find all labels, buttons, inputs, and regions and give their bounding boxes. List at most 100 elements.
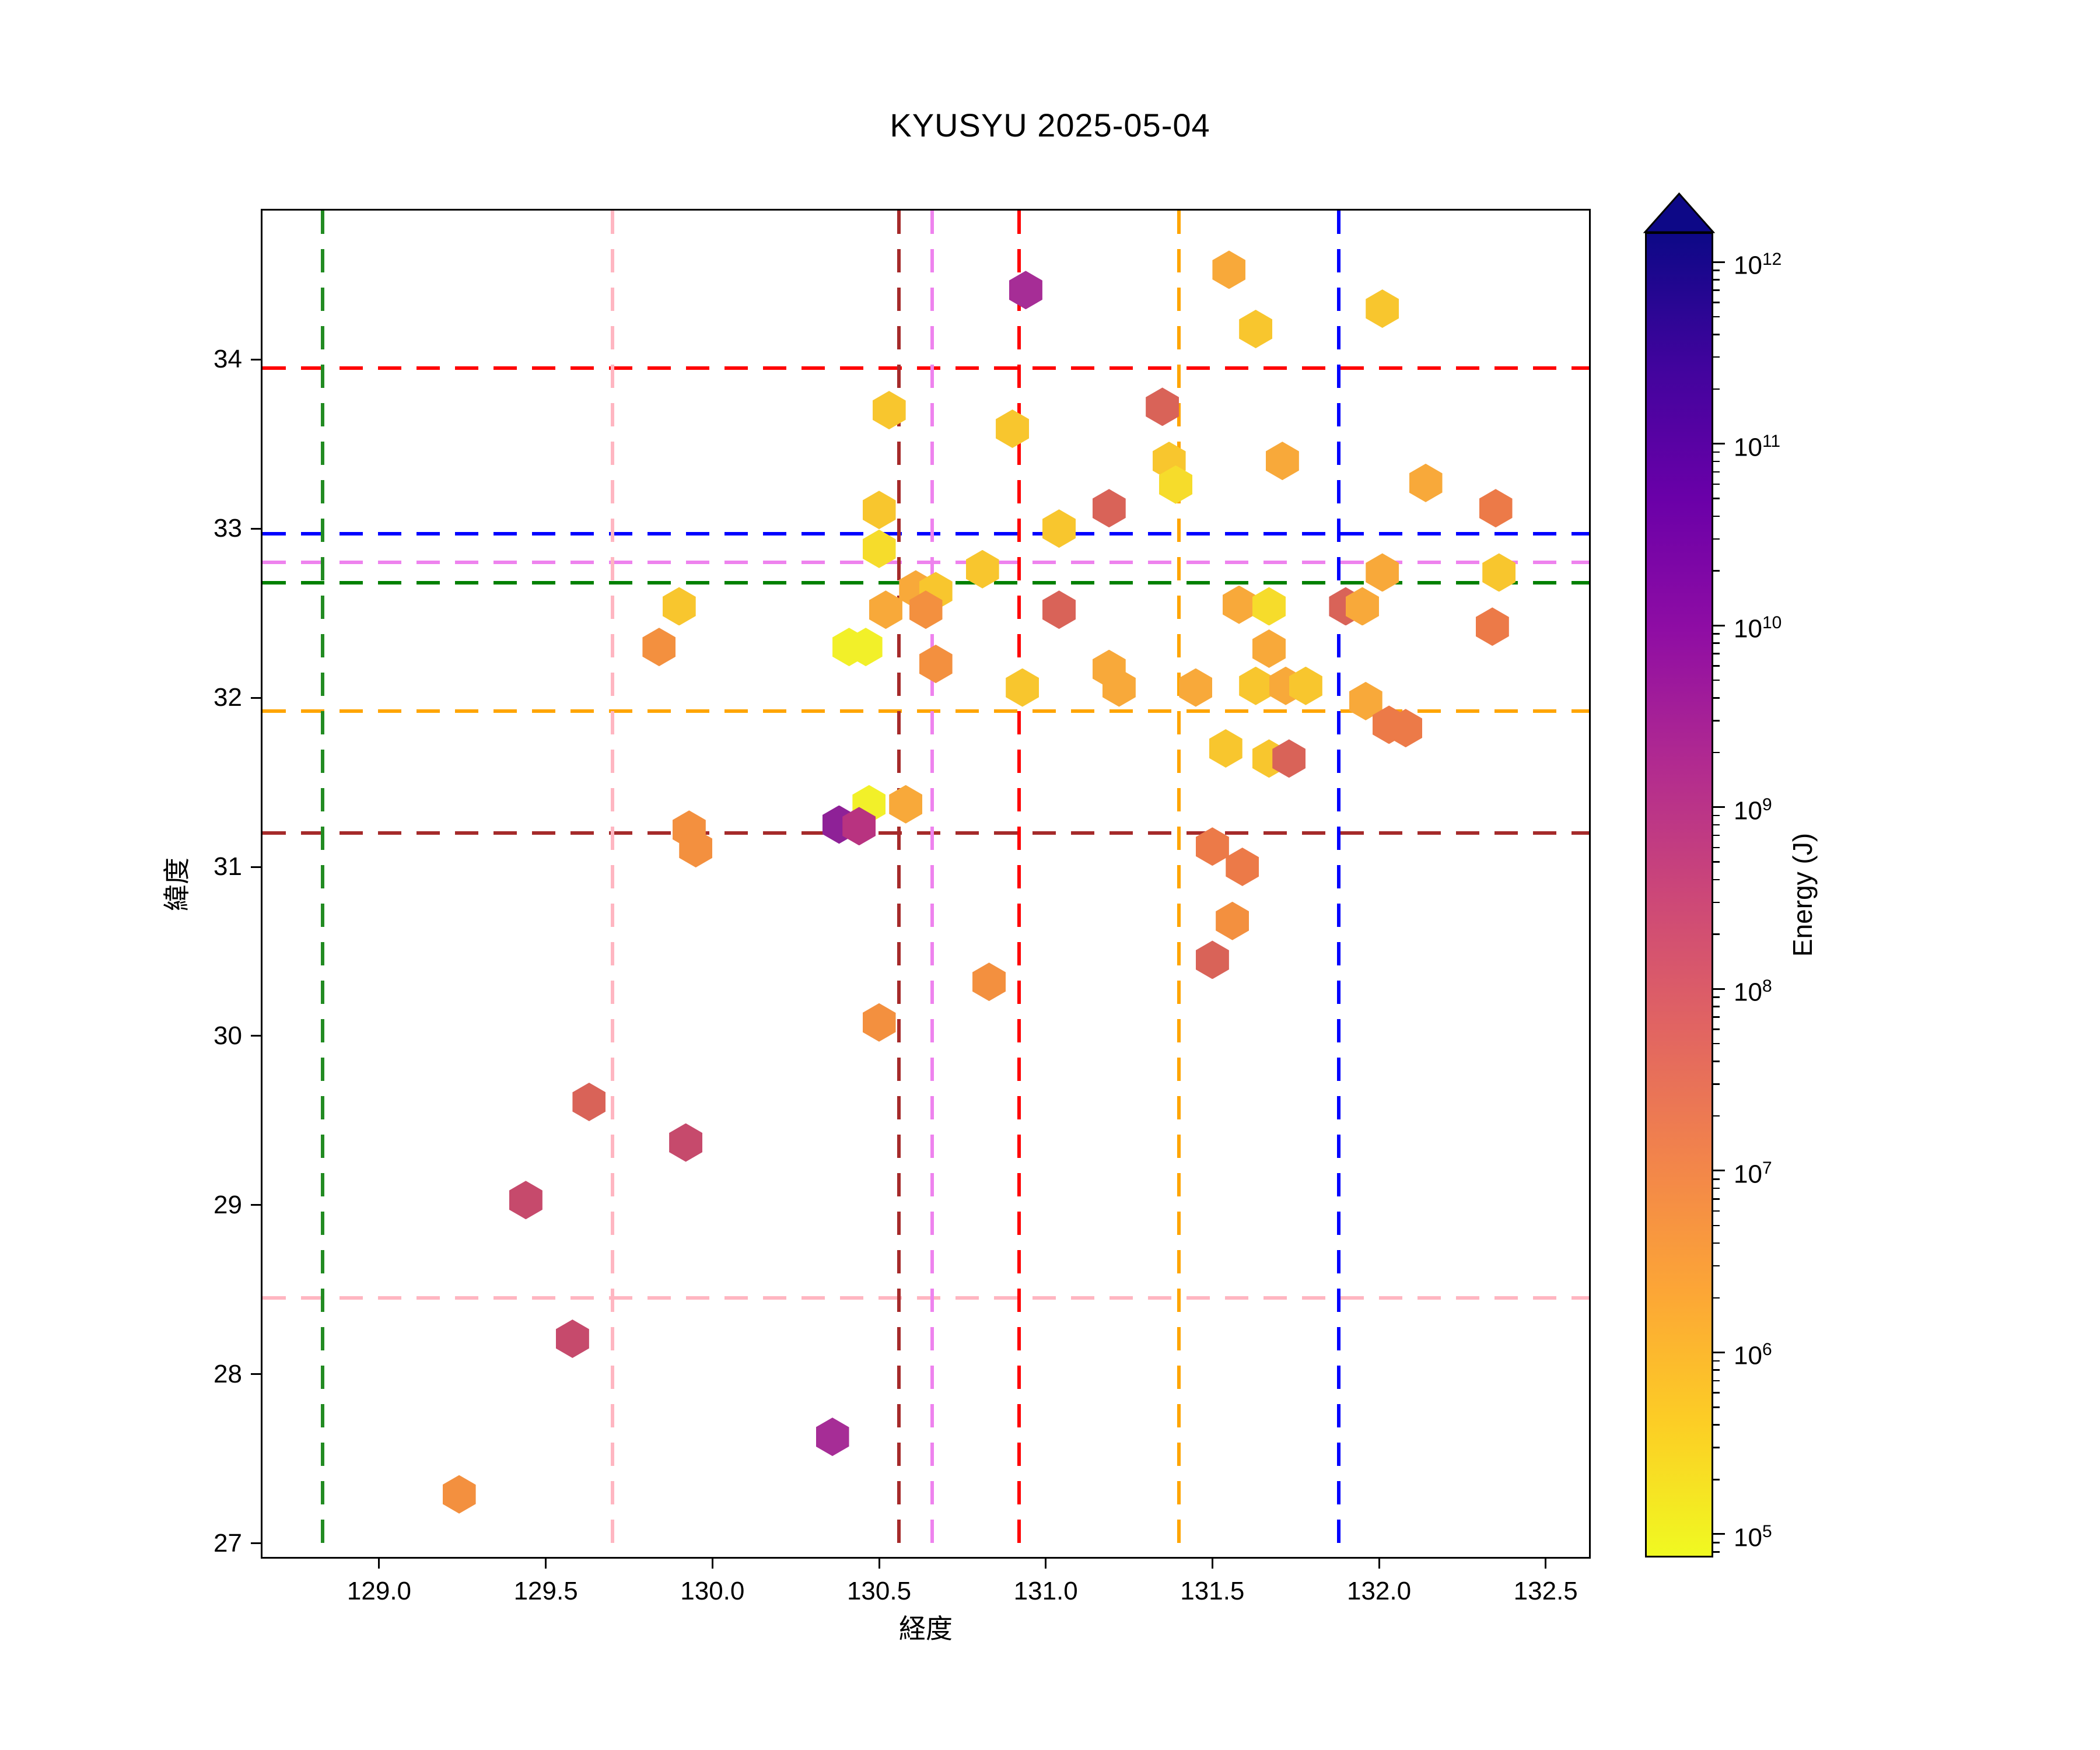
data-point <box>862 491 896 530</box>
hline-0 <box>262 366 1589 370</box>
hline-4 <box>262 709 1589 713</box>
data-point <box>919 645 953 684</box>
colorbar-minor-tick <box>1713 460 1720 463</box>
colorbar-minor-tick <box>1713 1115 1720 1117</box>
data-point <box>872 391 906 430</box>
colorbar-minor-tick <box>1713 824 1720 826</box>
x-tick-label: 131.5 <box>1180 1577 1245 1605</box>
plot-frame <box>261 209 1591 1559</box>
y-tick-mark <box>251 527 261 530</box>
colorbar-minor-tick <box>1713 1042 1720 1045</box>
chart-title: KYUSYU 2025-05-04 <box>890 107 1210 144</box>
colorbar-axis-label: Energy (J) <box>1787 832 1818 957</box>
vline-2 <box>897 211 901 1557</box>
x-tick-mark <box>878 1559 880 1569</box>
colorbar-minor-tick <box>1713 1392 1720 1394</box>
data-point <box>1239 309 1273 348</box>
data-point <box>669 1123 703 1162</box>
data-point <box>1179 668 1213 707</box>
data-point <box>889 785 923 824</box>
hline-6 <box>262 1296 1589 1300</box>
hline-5 <box>262 831 1589 835</box>
data-point <box>862 529 896 568</box>
y-tick-mark <box>251 696 261 699</box>
data-point <box>1195 940 1229 979</box>
data-point <box>1216 901 1250 940</box>
data-point <box>1195 827 1229 866</box>
colorbar-tick-label: 1010 <box>1734 613 1782 643</box>
data-point <box>1146 387 1180 426</box>
colorbar-tick-mark <box>1713 1533 1725 1535</box>
y-tick-label: 33 <box>214 514 242 543</box>
colorbar-tick-mark <box>1713 806 1725 808</box>
colorbar-minor-tick <box>1713 538 1720 540</box>
colorbar-minor-tick <box>1713 633 1720 635</box>
colorbar-minor-tick <box>1713 642 1720 644</box>
colorbar-minor-tick <box>1713 471 1720 473</box>
colorbar-minor-tick <box>1713 901 1720 904</box>
colorbar-minor-tick <box>1713 483 1720 485</box>
y-tick-label: 28 <box>214 1359 242 1388</box>
colorbar-minor-tick <box>1713 720 1720 722</box>
data-point <box>1042 509 1076 548</box>
colorbar-minor-tick <box>1713 933 1720 935</box>
data-point <box>965 550 999 589</box>
colorbar-minor-tick <box>1713 1447 1720 1448</box>
data-point <box>679 829 713 868</box>
x-tick-label: 129.0 <box>346 1577 412 1605</box>
vline-5 <box>1177 211 1181 1557</box>
x-tick-label: 130.5 <box>846 1577 912 1605</box>
data-point <box>1366 289 1399 328</box>
hline-2 <box>262 561 1589 565</box>
y-tick-mark <box>251 1204 261 1206</box>
x-tick-mark <box>545 1559 547 1569</box>
vline-4 <box>1017 211 1021 1557</box>
colorbar-tick-mark <box>1713 1351 1725 1353</box>
data-point <box>1479 489 1513 528</box>
colorbar-minor-tick <box>1713 356 1720 358</box>
colorbar-minor-tick <box>1713 1242 1720 1244</box>
y-tick-label: 32 <box>214 683 242 712</box>
data-point <box>442 1475 476 1514</box>
colorbar-minor-tick <box>1713 1542 1720 1544</box>
colorbar-minor-tick <box>1713 1178 1720 1180</box>
colorbar-tick-mark <box>1713 443 1725 445</box>
x-axis-label: 経度 <box>899 1614 953 1644</box>
vline-6 <box>1337 211 1341 1557</box>
colorbar-minor-tick <box>1713 751 1720 754</box>
y-axis-label: 緯度 <box>162 858 192 911</box>
colorbar-minor-tick <box>1713 996 1720 998</box>
y-tick-mark <box>251 358 261 360</box>
colorbar-minor-tick <box>1713 1479 1720 1480</box>
colorbar-minor-tick <box>1713 814 1720 817</box>
y-tick-label: 34 <box>214 345 242 374</box>
colorbar-minor-tick <box>1713 1060 1720 1062</box>
colorbar-tick-mark <box>1713 624 1725 626</box>
data-point <box>1475 607 1509 646</box>
vline-3 <box>930 211 935 1557</box>
data-point <box>572 1083 606 1122</box>
x-tick-mark <box>1211 1559 1213 1569</box>
colorbar-minor-tick <box>1713 1198 1720 1200</box>
colorbar-minor-tick <box>1713 498 1720 499</box>
colorbar-minor-tick <box>1713 1297 1720 1298</box>
colorbar-tick-label: 106 <box>1734 1340 1772 1370</box>
colorbar-minor-tick <box>1713 1360 1720 1362</box>
colorbar-minor-tick <box>1713 834 1720 836</box>
x-tick-mark <box>1045 1559 1047 1569</box>
data-point <box>1389 709 1423 748</box>
data-point <box>1159 465 1193 504</box>
data-point <box>1209 729 1242 768</box>
colorbar-tick-mark <box>1713 1170 1725 1172</box>
data-point <box>1345 587 1379 626</box>
data-point <box>1042 590 1076 629</box>
plot-area <box>262 211 1589 1557</box>
data-point <box>1252 587 1286 626</box>
data-point <box>849 628 883 667</box>
colorbar-minor-tick <box>1713 697 1720 699</box>
data-point <box>1289 666 1322 705</box>
colorbar-minor-tick <box>1713 1028 1720 1030</box>
data-point <box>996 410 1030 449</box>
colorbar-minor-tick <box>1713 846 1720 849</box>
